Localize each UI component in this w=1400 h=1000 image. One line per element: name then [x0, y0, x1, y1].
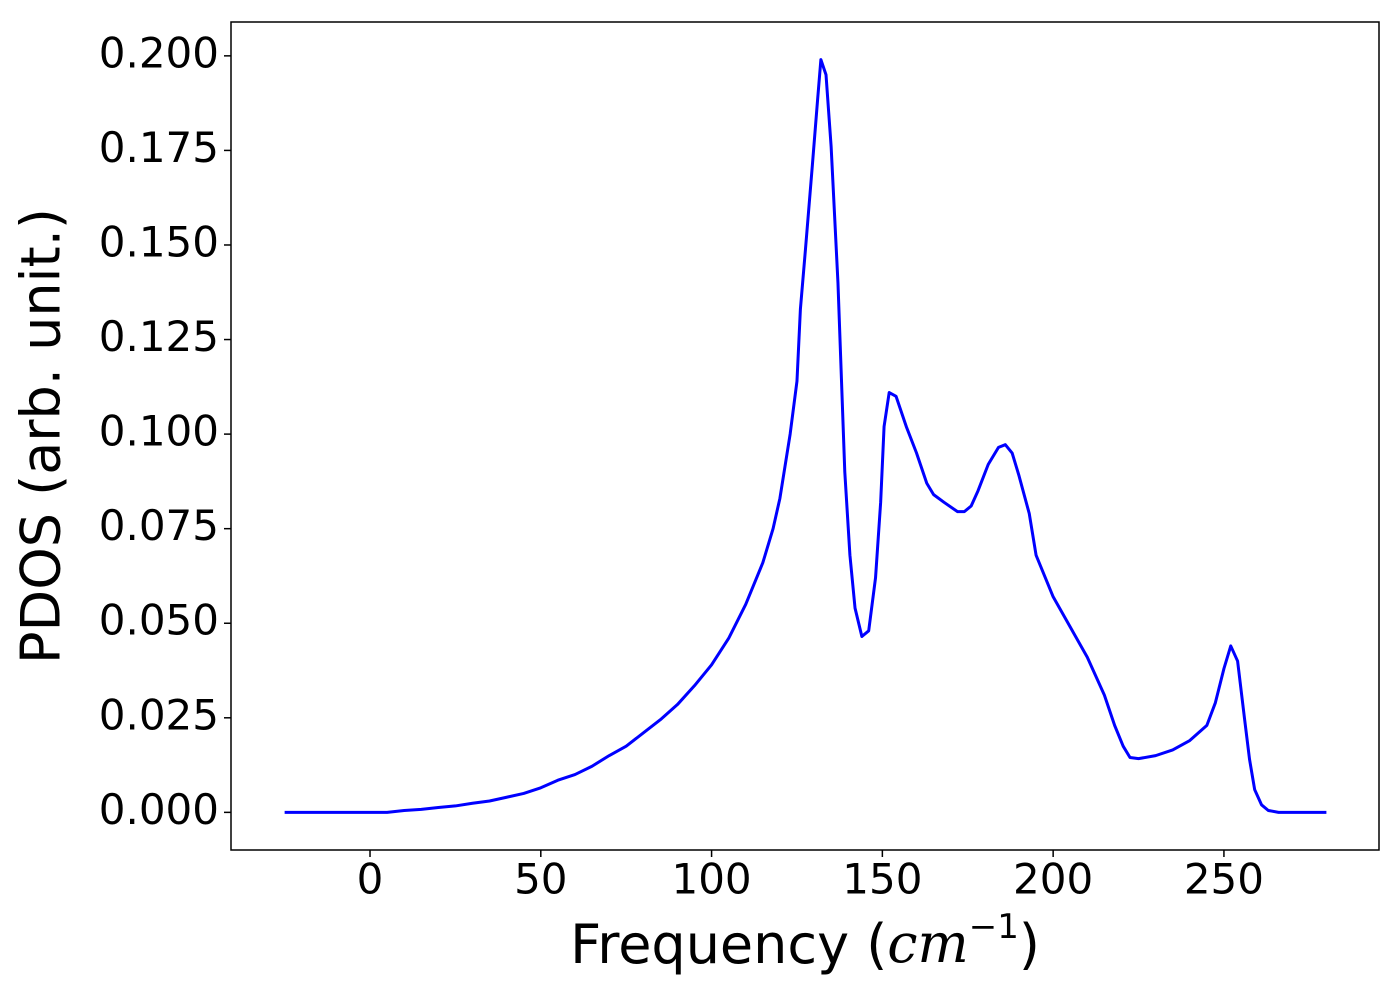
y-tick-label: 0.200 [99, 28, 219, 77]
y-axis-label: PDOS (arb. unit.) [10, 208, 73, 664]
y-tick-label: 0.175 [99, 123, 219, 172]
x-label-close: ) [1019, 913, 1040, 976]
x-tick-label: 150 [842, 855, 922, 904]
y-tick-label: 0.025 [99, 690, 219, 739]
x-tick-label: 250 [1184, 855, 1264, 904]
plot-frame [230, 21, 1380, 851]
x-tick-label: 200 [1013, 855, 1093, 904]
y-tick-label: 0.050 [99, 596, 219, 645]
y-tick-label: 0.125 [99, 312, 219, 361]
x-tick-label: 100 [671, 855, 751, 904]
y-tick-label: 0.150 [99, 217, 219, 266]
y-tick-label: 0.100 [99, 407, 219, 456]
x-tick-label: 50 [514, 855, 567, 904]
data-line [284, 58, 1327, 814]
x-axis-label: Frequency (cm−1) [570, 907, 1040, 976]
y-tick-label: 0.075 [99, 501, 219, 550]
x-label-text: Frequency ( [570, 913, 887, 976]
x-label-math: cm [887, 912, 968, 975]
x-label-sup: −1 [969, 907, 1019, 947]
y-tick-label: 0.000 [99, 785, 219, 834]
x-tick-label: 0 [357, 855, 384, 904]
